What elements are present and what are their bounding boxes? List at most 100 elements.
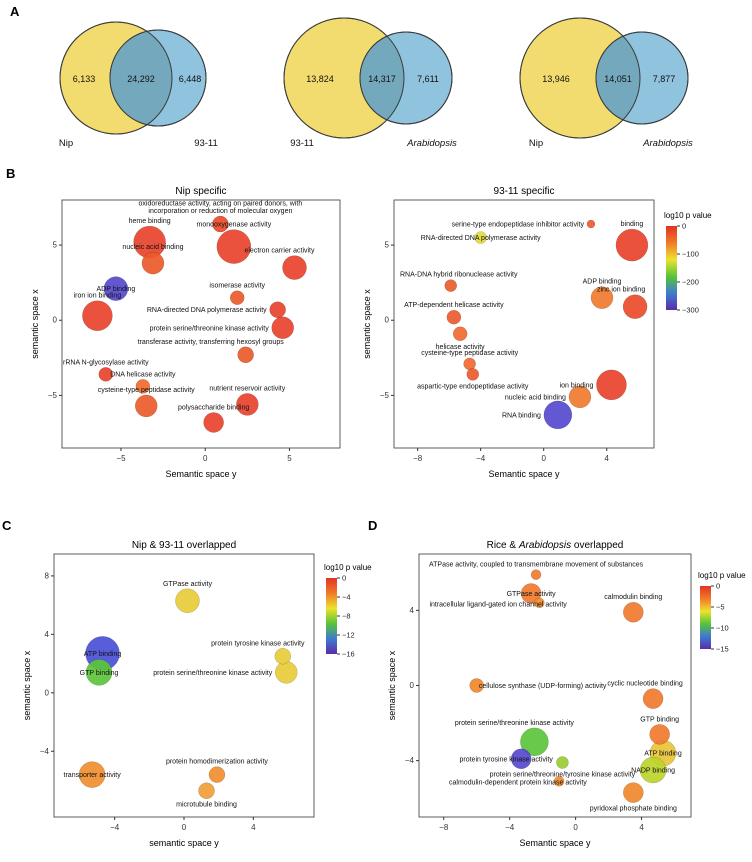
bubble-label: calmodulin binding <box>604 594 662 601</box>
svg-text:semantic space x: semantic space x <box>30 289 40 359</box>
bubble-label: helicase activity <box>436 344 486 351</box>
svg-text:semantic space x: semantic space x <box>387 650 397 720</box>
bubble <box>556 756 569 769</box>
svg-text:Semantic space y: Semantic space y <box>519 838 591 848</box>
colorbar <box>700 586 711 649</box>
bubble <box>203 412 224 433</box>
bubble-chart-rice-arabidopsis-overlapped: Rice & Arabidopsis overlapped −8 −4 0 4 −4 0 4 S… <box>385 536 697 856</box>
svg-text:−10: −10 <box>716 624 729 633</box>
chart-title: Nip & 93-11 overlapped <box>132 540 236 551</box>
svg-text:0: 0 <box>182 823 187 832</box>
svg-text:0: 0 <box>716 582 720 591</box>
panel-label-b: B <box>6 166 16 181</box>
bubble-label: pyridoxal phosphate binding <box>590 806 677 813</box>
venn-right-label: 93-11 <box>194 138 218 149</box>
bubble <box>596 369 627 401</box>
svg-text:0: 0 <box>342 574 346 583</box>
bubbles <box>444 219 649 430</box>
bubble-label: iron ion binding <box>74 293 122 300</box>
bubble-labels: ATPase activity, coupled to transmembran… <box>429 562 683 813</box>
bubble-label: nutrient reservoir activity <box>209 385 285 392</box>
bubble-label: GTP binding <box>640 716 679 723</box>
svg-text:−4: −4 <box>40 747 50 756</box>
colorbar-legend-c: log10 p value 0 −4 −8 −12 −16 <box>324 562 388 675</box>
bubble <box>623 601 644 623</box>
venn-left-label: Nip <box>529 138 543 149</box>
bubble-label: protein serine/threonine kinase activity <box>455 720 575 727</box>
colorbar-legend-d: log10 p value 0 −5 −10 −15 <box>698 570 752 670</box>
bubbles <box>78 588 298 799</box>
venn-right-label: Arabidopsis <box>642 138 693 149</box>
svg-text:log10 p value: log10 p value <box>664 211 712 220</box>
svg-text:0: 0 <box>45 688 50 697</box>
bubble-label: transferase activity, transferring hexos… <box>138 339 285 346</box>
bubble <box>229 290 245 305</box>
venn-left-outline <box>283 17 405 139</box>
svg-text:−5: −5 <box>116 454 126 463</box>
9311_specific-svg: 93-11 specific −8 −4 0 4 −5 0 5 Semantic space y… <box>362 186 655 479</box>
venn-right-count: 7,611 <box>417 74 439 84</box>
bubble <box>134 394 158 418</box>
bubble <box>553 776 565 787</box>
bubble <box>216 229 252 264</box>
svg-text:0: 0 <box>203 454 208 463</box>
bubble <box>269 301 286 318</box>
bubble <box>520 583 542 604</box>
svg-text:4: 4 <box>251 823 256 832</box>
bubble-label: ATP-dependent helicase activity <box>404 302 504 309</box>
svg-text:−4: −4 <box>405 756 415 765</box>
svg-text:0: 0 <box>410 681 415 690</box>
svg-text:0: 0 <box>385 316 390 325</box>
svg-text:Semantic space y: Semantic space y <box>488 469 560 479</box>
bubble-label: GTPase activity <box>507 591 557 598</box>
svg-text:−4: −4 <box>342 593 351 602</box>
bubble-label: isomerase activity <box>209 283 265 290</box>
svg-text:−5: −5 <box>48 391 58 400</box>
svg-text:Semantic space y: Semantic space y <box>165 469 237 479</box>
bubble-label: cellulose synthase (UDP-forming) activit… <box>479 683 607 690</box>
bubble-label: DNA helicase activity <box>110 371 176 378</box>
svg-text:semantic space x: semantic space x <box>22 650 32 720</box>
bubble-label: monooxygenase activity <box>196 222 271 229</box>
bubble <box>649 724 670 745</box>
svg-text:0: 0 <box>573 823 578 832</box>
venn-diagram-nip-9311: 6,133 24,292 6,448 Nip 93-11 <box>59 21 218 149</box>
venn-left-outline <box>59 21 173 135</box>
venn-left-outline <box>519 17 641 139</box>
chart-title: Rice & Arabidopsis overlapped <box>487 540 624 551</box>
venn-diagram-9311-arabidopsis: 13,824 14,317 7,611 93-11 Arabidopsis <box>283 17 457 149</box>
svg-text:−8: −8 <box>439 823 449 832</box>
bubble <box>141 251 165 275</box>
axes: −8 −4 0 4 −5 0 5 Semantic space y semantic space… <box>362 241 610 479</box>
nip_specific-svg: Nip specific −5 0 5 −5 0 5 Semantic space y sema… <box>30 186 341 479</box>
panel-label-d: D <box>368 518 378 533</box>
svg-text:4: 4 <box>410 606 415 615</box>
legend-c-svg: log10 p value 0 −4 −8 −12 −16 <box>324 563 372 659</box>
svg-text:5: 5 <box>53 241 58 250</box>
svg-text:−5: −5 <box>380 391 390 400</box>
venn-overlap-region <box>360 32 404 124</box>
bubble <box>82 300 113 331</box>
svg-text:−8: −8 <box>342 612 351 621</box>
venn-overlap-region <box>110 30 172 126</box>
bubble <box>623 782 644 803</box>
venn-right-count: 7,877 <box>653 74 676 84</box>
svg-text:semantic space x: semantic space x <box>362 289 372 359</box>
colorbar <box>666 226 677 310</box>
bubble-label: cyclic nucleotide binding <box>607 681 683 688</box>
bubble <box>236 393 259 416</box>
svg-text:0: 0 <box>682 222 686 231</box>
bubble-label: ATPase activity, coupled to transmembran… <box>429 562 644 569</box>
bubble-label: NADP binding <box>631 768 675 775</box>
colorbar-legend-b: log10 p value 0 −100 −200 −300 <box>664 210 728 331</box>
bubble-label: electron carrier activity <box>244 248 315 255</box>
bubble-label: GTP binding <box>80 670 119 677</box>
axes: −8 −4 0 4 −4 0 4 Semantic space y semantic space… <box>387 606 644 848</box>
chart-title: 93-11 specific <box>494 186 555 197</box>
legend-b-svg: log10 p value 0 −100 −200 −300 <box>664 211 712 315</box>
axes: −5 0 5 −5 0 5 Semantic space y semantic space x <box>30 241 292 479</box>
svg-text:5: 5 <box>385 241 390 250</box>
svg-text:−200: −200 <box>682 278 699 287</box>
bubble <box>463 357 476 371</box>
bubble <box>530 569 542 580</box>
